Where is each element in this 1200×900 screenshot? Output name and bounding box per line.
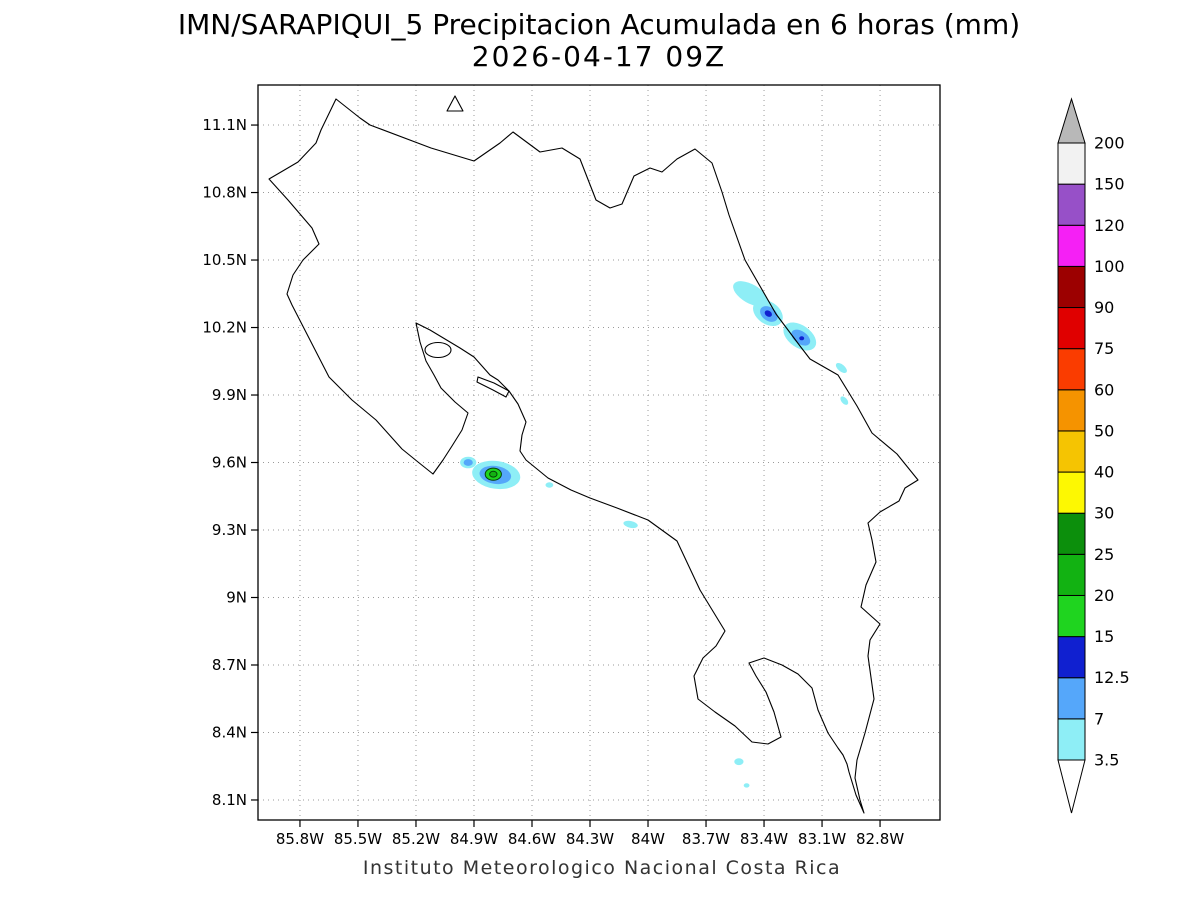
x-tick-label: 85.2W <box>392 830 440 848</box>
y-tick-label: 11.1N <box>202 116 247 134</box>
colorbar-label: 50 <box>1094 421 1114 440</box>
colorbar-label: 200 <box>1094 134 1125 153</box>
colorbar-label: 90 <box>1094 298 1114 317</box>
precip-contour <box>463 459 473 466</box>
x-tick-label: 84.3W <box>566 830 614 848</box>
colorbar-label: 150 <box>1094 175 1125 194</box>
grid-layer <box>258 85 940 820</box>
colorbar-label: 3.5 <box>1094 751 1119 770</box>
y-tick-label: 10.2N <box>202 319 247 337</box>
colorbar-label: 12.5 <box>1094 668 1130 687</box>
y-tick-label: 10.8N <box>202 184 247 202</box>
x-tick-label: 84.6W <box>508 830 556 848</box>
colorbar-label: 120 <box>1094 216 1125 235</box>
y-tick-label: 9.9N <box>212 386 247 404</box>
y-tick-label: 9N <box>226 588 247 606</box>
x-tick-label: 82.8W <box>856 830 904 848</box>
colorbar-below-arrow <box>1057 759 1086 814</box>
precip-contour <box>743 783 750 788</box>
colorbar-segment <box>1057 553 1086 596</box>
colorbar-segment <box>1057 224 1086 267</box>
colorbar-above-arrow <box>1057 97 1086 144</box>
colorbar-segment <box>1057 348 1086 391</box>
precipitation-shading-layer <box>460 281 849 788</box>
colorbar-label: 100 <box>1094 257 1125 276</box>
precip-contour <box>799 336 805 341</box>
lake-island-triangle <box>446 95 464 112</box>
colorbar-label: 40 <box>1094 463 1114 482</box>
precip-contour <box>840 396 849 405</box>
colorbar-segment <box>1057 389 1086 432</box>
colorbar-label: 15 <box>1094 627 1114 646</box>
colorbar-segment <box>1057 430 1086 473</box>
precip-contour <box>489 470 498 478</box>
y-tick-label: 9.3N <box>212 521 247 539</box>
x-tick-label: 83.7W <box>682 830 730 848</box>
colorbar-label: 60 <box>1094 380 1114 399</box>
colorbar-segment <box>1057 512 1086 555</box>
y-tick-label: 8.4N <box>212 723 247 741</box>
colorbar-segment <box>1057 142 1086 185</box>
chira-island <box>424 341 452 359</box>
precip-contour <box>764 310 772 317</box>
colorbar-label: 75 <box>1094 339 1114 358</box>
colorbar-label: 25 <box>1094 545 1114 564</box>
y-tick-label: 9.6N <box>212 454 247 472</box>
colorbar-segment <box>1057 307 1086 350</box>
x-tick-label: 84.9W <box>450 830 498 848</box>
y-tick-label: 8.1N <box>212 791 247 809</box>
chart-title: IMN/SARAPIQUI_5 Precipitacion Acumulada … <box>178 8 1020 41</box>
x-tick-label: 85.5W <box>334 830 382 848</box>
footer-credit: Instituto Meteorologico Nacional Costa R… <box>363 857 841 879</box>
precip-contour <box>835 363 847 373</box>
precip-contour <box>733 281 768 307</box>
colorbar-label: 30 <box>1094 504 1114 523</box>
x-tick-label: 85.8W <box>276 830 324 848</box>
costa-rica-coastline <box>268 98 919 814</box>
colorbar-segment <box>1057 594 1086 638</box>
precip-contour <box>623 520 638 529</box>
colorbar-segment <box>1057 183 1086 226</box>
colorbar-segment <box>1057 718 1086 761</box>
precip-contour <box>545 482 554 488</box>
chart-subtitle: 2026-04-17 09Z <box>472 40 726 73</box>
map-frame <box>257 84 941 821</box>
colorbar-label: 20 <box>1094 586 1114 605</box>
colorbar-segment <box>1057 471 1086 514</box>
colorbar-segment <box>1057 265 1086 309</box>
x-tick-label: 83.1W <box>798 830 846 848</box>
puntarenas-spit <box>476 376 510 398</box>
x-tick-label: 83.4W <box>740 830 788 848</box>
x-tick-label: 84W <box>631 830 665 848</box>
colorbar: 3.5 7 12.5 15 20 25 30 40 50 60 75 90 100 120 150 200 <box>1057 97 1130 814</box>
colorbar-segment <box>1057 677 1086 720</box>
precip-contour <box>734 758 744 766</box>
axes-layer: 85.8W 85.5W 85.2W 84.9W 84.6W 84.3W 84W 83.7W 83… <box>202 116 904 848</box>
y-tick-label: 10.5N <box>202 251 247 269</box>
colorbar-label: 7 <box>1094 709 1104 728</box>
colorbar-segment <box>1057 636 1086 679</box>
coastline-layer <box>268 95 919 814</box>
y-tick-label: 8.7N <box>212 656 247 674</box>
